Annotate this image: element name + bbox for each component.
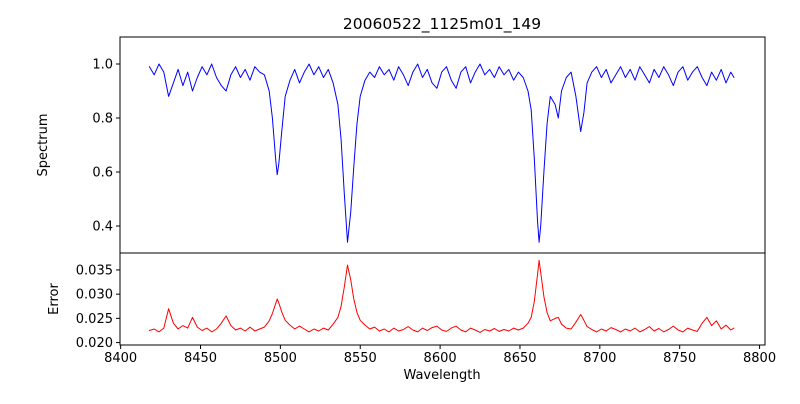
y-tick-label: 0.035 xyxy=(76,263,113,278)
x-tick-label: 8750 xyxy=(663,351,696,366)
x-tick-label: 8600 xyxy=(424,351,457,366)
y-tick-label: 0.8 xyxy=(92,112,113,127)
x-tick-label: 8550 xyxy=(344,351,377,366)
y-tick-label: 0.025 xyxy=(76,312,113,327)
spectrum-panel-frame xyxy=(119,36,766,254)
spectrum-y-ticks: 0.4 0.6 0.8 1.0 xyxy=(92,58,120,235)
x-tick-label: 8400 xyxy=(104,351,137,366)
y-axis-label-spectrum: Spectrum xyxy=(36,114,51,177)
x-tick-label: 8700 xyxy=(583,351,616,366)
error-line xyxy=(148,259,735,333)
y-tick-label: 0.6 xyxy=(92,166,113,181)
spectrum-line xyxy=(148,63,735,243)
x-axis-ticks: 8400 8450 8500 8550 8600 8650 8700 8750 8800 xyxy=(104,345,776,366)
error-y-ticks: 0.020 0.025 0.030 0.035 xyxy=(76,263,120,351)
x-tick-label: 8800 xyxy=(743,351,776,366)
y-tick-label: 1.0 xyxy=(92,58,113,73)
x-axis-label: Wavelength xyxy=(403,368,480,383)
error-panel-frame xyxy=(119,252,766,346)
chart-title: 20060522_1125m01_149 xyxy=(343,15,541,34)
y-tick-label: 0.020 xyxy=(76,336,113,351)
y-tick-label: 0.030 xyxy=(76,288,113,303)
y-axis-label-error: Error xyxy=(47,283,62,315)
y-tick-label: 0.4 xyxy=(92,220,113,235)
x-tick-label: 8500 xyxy=(264,351,297,366)
x-tick-label: 8650 xyxy=(503,351,536,366)
x-tick-label: 8450 xyxy=(184,351,217,366)
